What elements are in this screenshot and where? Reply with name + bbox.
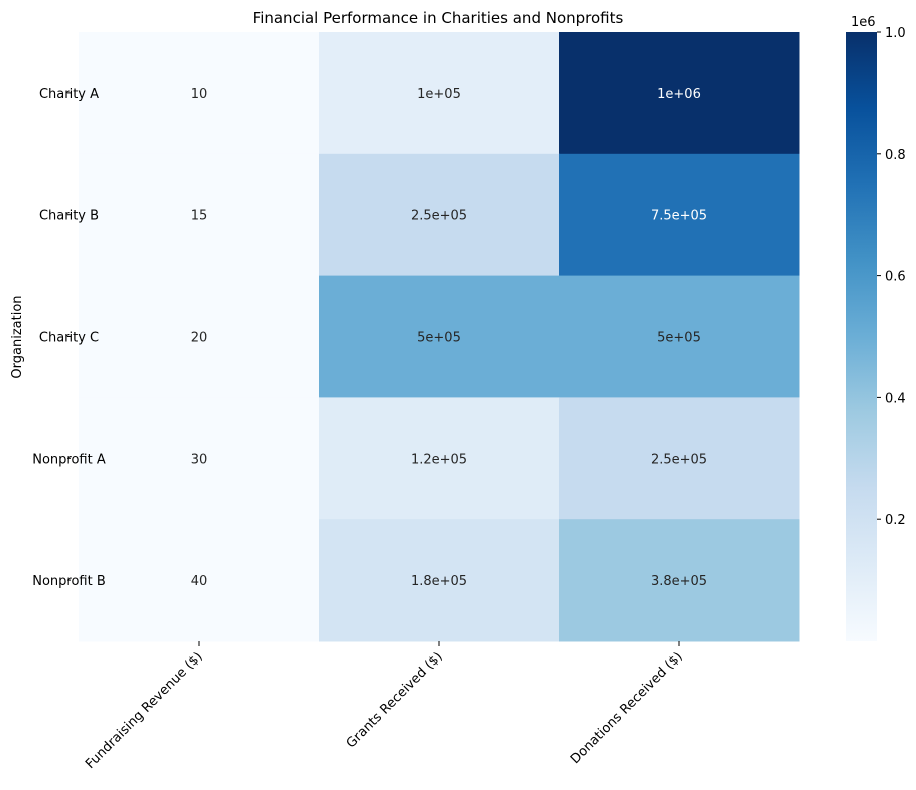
colorbar-tick-label: 0.4 — [885, 391, 906, 406]
colorbar-tick-label: 1.0 — [885, 26, 906, 41]
cell-annotation: 30 — [191, 452, 208, 467]
cell-annotation: 2.5e+05 — [651, 452, 707, 467]
row-tick-label: Charity A — [39, 87, 99, 102]
colorbar-tick-label: 0.8 — [885, 148, 906, 163]
cell-annotation: 15 — [191, 209, 208, 224]
y-axis-label: Organization — [10, 295, 25, 378]
heatmap-cell — [559, 32, 800, 155]
heatmap-cell — [559, 519, 800, 642]
cell-annotation: 7.5e+05 — [651, 209, 707, 224]
cell-annotation: 1.8e+05 — [411, 574, 467, 589]
cell-annotation: 5e+05 — [417, 331, 461, 346]
row-tick-label: Charity B — [39, 209, 99, 224]
heatmap-cell — [559, 397, 800, 520]
colorbar-tick-label: 0.6 — [885, 270, 906, 285]
cell-annotation: 40 — [191, 574, 208, 589]
heatmap-cells: 10 1e+05 1e+06 15 2.5e+05 7.5e+05 20 5e+05 5e+05… — [79, 32, 800, 642]
heatmap-cell — [319, 32, 560, 155]
heatmap-cell — [79, 153, 320, 277]
heatmap-cell — [319, 153, 560, 277]
row-tick-labels: Charity A Charity B Charity C Nonprofit A No… — [32, 87, 106, 589]
cell-annotation: 1e+06 — [657, 87, 701, 102]
row-tick-label: Nonprofit A — [32, 452, 106, 467]
chart-title: Financial Performance in Charities and N… — [253, 9, 624, 27]
cell-annotation: 3.8e+05 — [651, 574, 707, 589]
row-tick-label: Nonprofit B — [32, 574, 106, 589]
heatmap-cell — [79, 275, 320, 398]
colorbar-offset-label: 1e6 — [851, 15, 876, 30]
heatmap-cell — [79, 397, 320, 520]
heatmap-cell — [79, 32, 320, 155]
cell-annotation: 10 — [191, 87, 208, 102]
cell-annotation: 1.2e+05 — [411, 452, 467, 467]
colorbar-tick-label: 0.2 — [885, 513, 906, 528]
column-tick-label: Fundraising Revenue ($) — [83, 649, 206, 772]
heatmap-cell — [319, 275, 560, 398]
colorbar-gradient — [846, 32, 877, 641]
cell-annotation: 1e+05 — [417, 87, 461, 102]
heatmap-cell — [79, 519, 320, 642]
colorbar: 0.2 0.4 0.6 0.8 1.0 — [846, 26, 906, 641]
cell-annotation: 2.5e+05 — [411, 209, 467, 224]
cell-annotation: 5e+05 — [657, 331, 701, 346]
row-tick-label: Charity C — [39, 331, 99, 346]
heatmap-cell — [559, 153, 800, 277]
heatmap-cell — [559, 275, 800, 398]
cell-annotation: 20 — [191, 331, 208, 346]
heatmap-cell — [319, 397, 560, 520]
column-tick-labels: Fundraising Revenue ($) Grants Received (… — [83, 641, 686, 772]
column-tick-label: Grants Received ($) — [344, 649, 446, 751]
column-tick-label: Donations Received ($) — [568, 649, 686, 767]
heatmap-cell — [319, 519, 560, 642]
